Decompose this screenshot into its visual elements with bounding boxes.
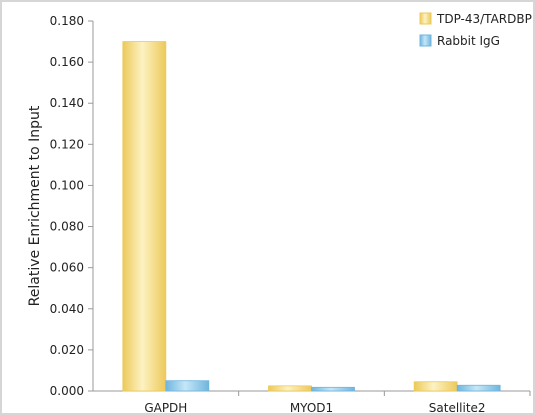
- bar-myod1-rabbit-igg: [311, 386, 355, 392]
- y-tick-label: 0.140: [50, 96, 84, 110]
- bars: [122, 41, 501, 392]
- bar-satellite2-rabbit-igg: [456, 384, 501, 392]
- x-axis: [93, 390, 531, 396]
- bar-myod1-tdp43: [268, 385, 312, 392]
- y-axis-title: Relative Enrichment to Input: [27, 105, 43, 306]
- y-tick-label: 0.120: [50, 137, 84, 151]
- y-tick-label: 0.100: [50, 178, 84, 192]
- y-tick-label: 0.080: [50, 220, 84, 234]
- y-tick-label: 0.020: [50, 343, 84, 357]
- y-tick-label: 0.160: [50, 55, 84, 69]
- y-tick-label: 0.060: [50, 261, 84, 275]
- x-tick-label: MYOD1: [290, 401, 333, 415]
- y-axis: 0.000 0.020 0.040 0.060 0.080 0.100 0.120 0.140…: [50, 14, 94, 398]
- legend: TDP-43/TARDBP Rabbit IgG: [419, 12, 532, 48]
- y-tick-label: 0.040: [50, 302, 84, 316]
- x-tick-labels: GAPDH MYOD1 Satellite2: [144, 401, 485, 415]
- legend-swatch: [419, 34, 432, 47]
- legend-label: TDP-43/TARDBP: [436, 12, 532, 26]
- bar-satellite2-tdp43: [413, 381, 458, 392]
- bar-gapdh-tdp43: [122, 41, 167, 392]
- y-tick-label: 0.000: [50, 384, 84, 398]
- bar-gapdh-rabbit-igg: [165, 380, 210, 392]
- x-tick-label: Satellite2: [429, 401, 486, 415]
- legend-swatch: [419, 12, 432, 25]
- y-tick-label: 0.180: [50, 14, 84, 28]
- x-tick-label: GAPDH: [144, 401, 187, 415]
- legend-label: Rabbit IgG: [437, 34, 500, 48]
